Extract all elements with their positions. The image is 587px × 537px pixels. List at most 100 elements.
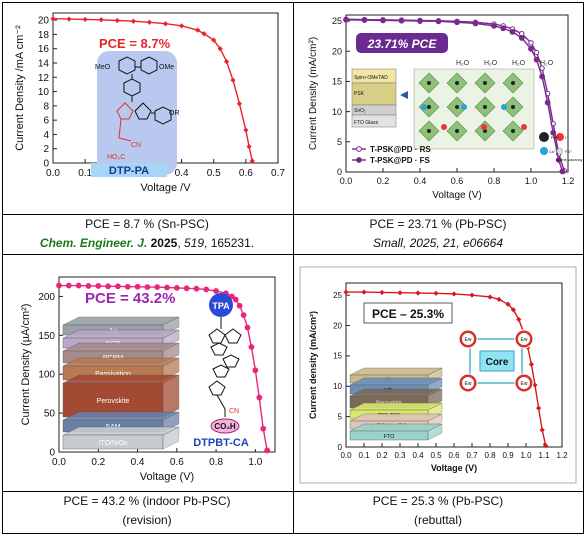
y-tick-label: 15 <box>333 352 342 361</box>
molecule-name-box <box>179 435 263 449</box>
y-tick-label: 0 <box>43 159 49 170</box>
layer-label: FTO <box>384 434 396 440</box>
y-tick-label: 0 <box>338 443 343 452</box>
y-tick-label: 15 <box>332 77 342 87</box>
y-tick-label: 4 <box>43 130 49 141</box>
data-point <box>472 20 479 27</box>
layer-top <box>62 426 180 436</box>
lead-ion <box>455 105 459 109</box>
data-point <box>236 302 243 309</box>
cation <box>461 104 467 110</box>
data-point <box>217 46 223 52</box>
x-tick-label: 0.7 <box>271 168 285 179</box>
ew-label: Ew <box>521 337 528 343</box>
stack-label: Spiro-OMeTAD <box>354 75 388 81</box>
stack-label: SnO₂ <box>354 108 366 114</box>
data-point <box>469 292 475 298</box>
co2h-label: CO₂H <box>214 422 236 431</box>
journal-name: Chem. Engineer. J. <box>39 236 148 250</box>
x-tick-label: 0.6 <box>448 451 460 460</box>
data-point <box>528 361 534 367</box>
legend-marker <box>356 146 362 152</box>
x-tick-label: 0.5 <box>207 168 221 179</box>
x-tick-label: 0.6 <box>239 168 253 179</box>
layer-top <box>62 374 180 384</box>
layer-side <box>162 374 180 418</box>
y-tick-label: 6 <box>43 116 49 127</box>
grid-divider <box>3 254 583 255</box>
device-stack: Spiro-OMeTAD PSK SnO₂ FTO Glass <box>351 68 408 128</box>
grid-divider <box>3 214 583 215</box>
data-point <box>260 425 267 432</box>
layer-top <box>62 342 180 352</box>
y-axis-label: Current Density (µA/cm²) <box>20 304 32 426</box>
data-point <box>144 284 151 291</box>
data-point <box>232 296 239 303</box>
data-point <box>240 312 247 319</box>
data-point <box>516 316 522 323</box>
data-point <box>115 283 121 290</box>
data-point <box>230 77 236 83</box>
data-point <box>203 286 210 293</box>
x-tick-label: 0.9 <box>502 451 514 460</box>
panel-frame <box>299 266 577 484</box>
lead-ion <box>483 105 487 109</box>
ew-label: Ew <box>465 337 472 343</box>
panel-4: 0.0 0.1 0.2 0.3 0.4 0.5 0.6 0.7 0.8 0.9 1.0 1.1 1.2 0… <box>294 255 583 491</box>
ion-label: Iodine vacancy <box>556 157 583 162</box>
data-point <box>154 284 161 291</box>
molecule-structure: TPA CN CO₂H <box>208 293 242 434</box>
pce-label: PCE – 25.3% <box>372 307 444 321</box>
x-axis-label: Voltage (V) <box>432 190 481 201</box>
plot-frame <box>58 276 276 453</box>
x-tick-label: 0.8 <box>488 176 501 186</box>
x-tick-label: 0.2 <box>91 457 105 468</box>
data-point <box>379 289 385 296</box>
layer-top <box>62 357 180 367</box>
lead-ion <box>427 81 431 85</box>
data-point <box>528 40 534 46</box>
x-tick-label: 0.0 <box>340 451 352 460</box>
data-point <box>505 301 511 307</box>
data-point <box>173 284 180 291</box>
x-tick-label: 0.5 <box>430 451 442 460</box>
label-cn: CN <box>131 142 141 149</box>
data-point <box>256 394 263 401</box>
data-point <box>380 17 386 24</box>
data-point <box>433 290 439 296</box>
y-tick-label: 100 <box>38 370 55 381</box>
lead-ion <box>455 81 459 85</box>
data-point <box>398 17 405 24</box>
cation <box>481 124 487 130</box>
data-point <box>195 27 201 33</box>
y-tick-label: 0 <box>337 167 342 177</box>
data-point <box>454 19 460 26</box>
crystal-structure <box>413 68 535 150</box>
x-tick-label: 0.6 <box>451 176 464 186</box>
x-axis-label: Voltage (V) <box>140 471 194 483</box>
panel-3: 0.0 0.2 0.4 0.6 0.8 1.0 0 50 100 150 200 Voltage (V… <box>3 255 293 491</box>
data-point <box>500 25 507 32</box>
molecule-structure <box>116 56 172 142</box>
data-point <box>544 99 551 106</box>
data-point <box>533 56 540 63</box>
layer-top <box>349 423 443 432</box>
layer-label: Perovskite <box>97 398 130 405</box>
core-diagram: Core Ew Ew Ew Ew <box>458 329 534 393</box>
caption-status: (revision) <box>122 513 172 527</box>
y-tick-label: 0 <box>49 448 55 459</box>
data-point <box>248 344 255 350</box>
lead-ion <box>427 129 431 133</box>
data-point <box>82 16 88 23</box>
data-point <box>105 283 111 290</box>
data-point <box>435 18 442 25</box>
data-point <box>114 17 120 24</box>
data-point <box>50 16 56 22</box>
label-or: OR <box>169 110 180 117</box>
data-point <box>532 382 538 388</box>
x-tick-label: 1.2 <box>562 176 575 186</box>
pce-label: PCE = 43.2% <box>85 290 175 307</box>
layer-label: ITO/NiOx <box>98 440 128 447</box>
chart-3: 0.0 0.2 0.4 0.6 0.8 1.0 0 50 100 150 200 Voltage (V… <box>20 276 276 483</box>
x-tick-label: 0.0 <box>46 168 60 179</box>
